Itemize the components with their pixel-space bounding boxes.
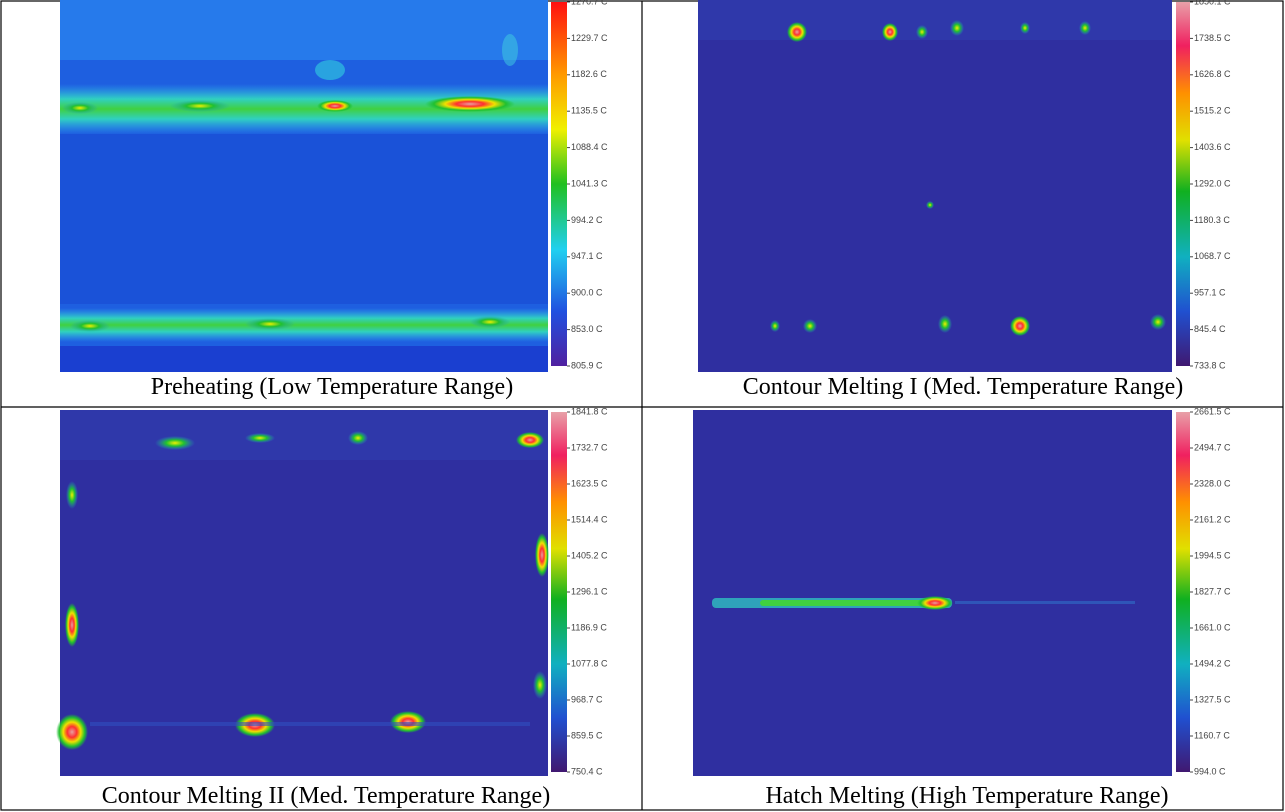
scale-label: 1229.7 C [571, 33, 608, 43]
scale-label: 1276.7 C [571, 0, 608, 6]
scale-label: 1515.2 C [1194, 106, 1231, 116]
scale-label: 1405.2 C [571, 550, 608, 560]
scale-label: 1626.8 C [1194, 69, 1231, 79]
scale-label: 1077.8 C [571, 658, 608, 668]
scale-label: 994.2 C [571, 215, 603, 225]
scale-label: 994.0 C [1194, 766, 1226, 776]
scale-label: 1827.7 C [1194, 586, 1231, 596]
thermal-image [698, 0, 1190, 372]
scale-label: 968.7 C [571, 694, 603, 704]
scale-label: 1732.7 C [571, 442, 608, 452]
scale-label: 1327.5 C [1194, 694, 1231, 704]
scale-label: 853.0 C [571, 324, 603, 334]
scale-label: 1041.3 C [571, 178, 608, 188]
scale-label: 2494.7 C [1194, 442, 1231, 452]
scale-label: 2661.5 C [1194, 406, 1231, 416]
thermal-image [60, 0, 567, 372]
scale-label: 1514.4 C [571, 514, 608, 524]
scale-label: 2328.0 C [1194, 478, 1231, 488]
scale-label: 733.8 C [1194, 360, 1226, 370]
scale-label: 947.1 C [571, 251, 603, 261]
scale-label: 2161.2 C [1194, 514, 1231, 524]
scale-label: 1623.5 C [571, 478, 608, 488]
scale-label: 845.4 C [1194, 324, 1226, 334]
scale-label: 1841.8 C [571, 406, 608, 416]
caption: Preheating (Low Temperature Range) [151, 374, 513, 400]
scale-label: 1994.5 C [1194, 550, 1231, 560]
scale-label: 900.0 C [571, 288, 603, 298]
scale-label: 1661.0 C [1194, 622, 1231, 632]
caption: Hatch Melting (High Temperature Range) [765, 783, 1168, 809]
thermal-image [56, 410, 567, 776]
scale-label: 1292.0 C [1194, 178, 1231, 188]
scale-label: 1088.4 C [571, 142, 608, 152]
thermal-image [693, 410, 1190, 776]
scale-label: 1180.3 C [1194, 215, 1230, 225]
scale-label: 1186.9 C [571, 622, 607, 632]
scale-label: 1738.5 C [1194, 33, 1231, 43]
scale-label: 1850.1 C [1194, 0, 1231, 6]
scale-label: 957.1 C [1194, 288, 1226, 298]
scale-label: 805.9 C [571, 360, 603, 370]
scale-label: 1403.6 C [1194, 142, 1231, 152]
scale-label: 1160.7 C [1194, 730, 1230, 740]
scale-label: 1494.2 C [1194, 658, 1231, 668]
caption: Contour Melting I (Med. Temperature Rang… [743, 374, 1183, 400]
scale-label: 1182.6 C [571, 69, 607, 79]
scale-label: 750.4 C [571, 766, 603, 776]
scale-label: 859.5 C [571, 730, 603, 740]
scale-label: 1068.7 C [1194, 251, 1231, 261]
caption: Contour Melting II (Med. Temperature Ran… [102, 783, 550, 809]
scale-label: 1135.5 C [571, 106, 607, 116]
scale-label: 1296.1 C [571, 586, 608, 596]
